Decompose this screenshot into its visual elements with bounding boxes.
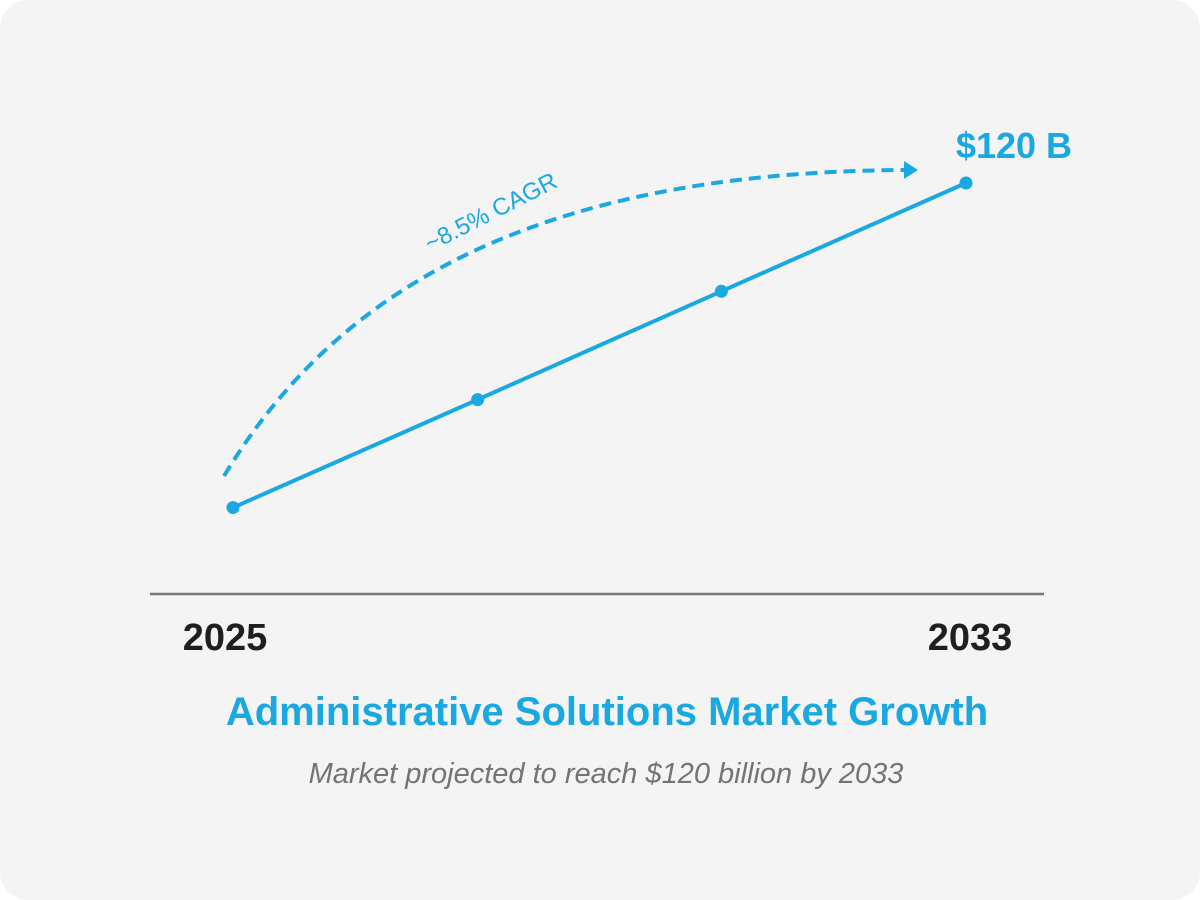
end-value-label: $120 B xyxy=(956,125,1072,166)
x-tick-label-2025: 2025 xyxy=(183,617,268,659)
chart-title: Administrative Solutions Market Growth xyxy=(225,690,989,734)
x-tick-label-2033: 2033 xyxy=(928,617,1013,659)
cagr-arrow-head-icon xyxy=(904,161,918,179)
chart-subtitle: Market projected to reach $120 billion b… xyxy=(308,758,904,790)
series-line xyxy=(232,181,967,510)
data-point xyxy=(959,176,973,190)
data-point xyxy=(226,501,240,515)
cagr-label: ~8.5% CAGR xyxy=(420,168,561,258)
data-point xyxy=(471,393,485,407)
data-point xyxy=(714,284,728,298)
cagr-arrow-curve xyxy=(222,168,907,478)
